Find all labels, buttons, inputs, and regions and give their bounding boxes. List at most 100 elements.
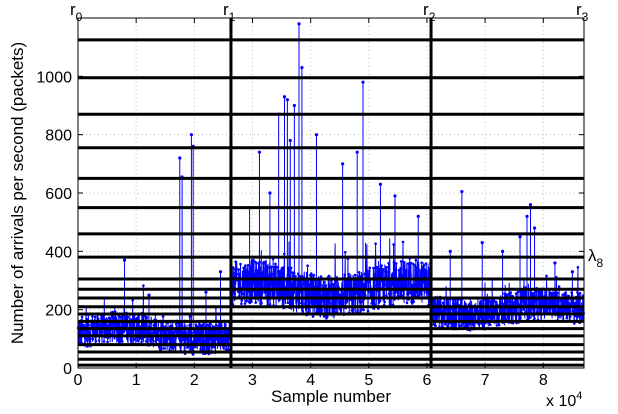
data-point: [287, 291, 291, 294]
data-point: [208, 339, 211, 342]
data-point: [158, 345, 161, 349]
data-point: [413, 264, 417, 268]
data-point: [371, 301, 374, 304]
data-point: [420, 261, 424, 265]
data-point: [232, 272, 236, 275]
change-point-lines: [229, 18, 433, 368]
data-point: [241, 292, 244, 296]
data-point: [243, 283, 246, 286]
data-point: [349, 290, 352, 294]
data-point: [368, 269, 371, 273]
data-point: [551, 300, 555, 304]
data-point: [281, 292, 285, 296]
data-point: [416, 294, 420, 297]
data-point: [440, 310, 444, 313]
data-point: [102, 340, 106, 343]
data-point: [517, 303, 520, 306]
data-point: [384, 284, 388, 287]
data-point: [439, 301, 442, 304]
data-point: [492, 316, 495, 320]
y-axis-ticks: 0 200 400 600 800 1000: [36, 69, 584, 378]
data-point: [304, 280, 308, 284]
data-point: [523, 294, 527, 297]
data-point: [261, 271, 265, 274]
level-annotation: λ8: [588, 246, 604, 270]
data-point: [570, 270, 574, 274]
data-point: [403, 284, 407, 288]
data-point: [183, 340, 186, 344]
data-point: [327, 274, 331, 278]
data-point: [557, 285, 561, 288]
change-point-subscript: 0: [76, 10, 83, 24]
data-point: [224, 323, 227, 327]
data-point: [137, 314, 140, 318]
data-point: [126, 316, 130, 319]
data-point: [385, 294, 388, 298]
data-point: [286, 301, 290, 305]
data-point: [198, 337, 202, 341]
data-point: [568, 315, 572, 319]
data-point: [82, 324, 86, 327]
data-point: [313, 301, 317, 305]
data-point: [556, 291, 559, 295]
data-point: [240, 299, 244, 302]
data-point: [222, 330, 225, 333]
data-point: [131, 299, 134, 302]
data-point: [365, 273, 369, 276]
x-tick-label: 8: [539, 372, 548, 389]
data-point: [365, 269, 369, 272]
data-point: [321, 294, 324, 297]
data-point: [518, 235, 522, 239]
data-point: [557, 300, 560, 303]
data-point: [266, 264, 269, 268]
data-point: [292, 103, 296, 108]
data-point: [484, 301, 488, 305]
data-point: [396, 280, 400, 283]
data-point: [401, 240, 405, 244]
data-point: [488, 323, 492, 327]
data-point: [149, 338, 152, 342]
data-point: [140, 340, 143, 344]
data-point: [357, 271, 361, 274]
data-point: [142, 284, 145, 287]
data-point: [221, 340, 225, 343]
data-point: [355, 150, 359, 154]
data-point: [185, 338, 189, 341]
data-point: [512, 301, 516, 304]
data-point: [375, 284, 378, 288]
data-point: [494, 309, 498, 312]
data-point: [99, 329, 102, 333]
data-point: [240, 302, 243, 306]
data-point: [406, 293, 409, 296]
data-point: [96, 317, 100, 321]
data-point: [310, 291, 313, 295]
data-point: [98, 323, 102, 326]
data-point: [503, 292, 506, 296]
data-point: [499, 308, 502, 312]
x-tick-label: 4: [306, 372, 315, 389]
data-point: [246, 264, 250, 267]
data-point: [495, 300, 498, 304]
data-point: [218, 270, 223, 274]
data-point: [303, 302, 307, 306]
data-point: [506, 300, 509, 303]
data-point: [141, 315, 144, 319]
x-tick-label: 2: [190, 372, 199, 389]
data-point: [94, 340, 98, 343]
data-point: [360, 290, 364, 294]
data-point: [538, 293, 541, 296]
change-point-letter: r: [70, 0, 76, 19]
data-point: [252, 282, 256, 285]
data-point: [578, 291, 582, 295]
change-point-label: r1: [223, 0, 236, 24]
change-point-subscript: 1: [229, 10, 236, 24]
data-point: [250, 263, 253, 266]
data-point: [193, 331, 197, 335]
data-point: [202, 322, 206, 326]
data-point: [465, 315, 469, 319]
data-point: [483, 315, 487, 318]
data-point: [434, 324, 437, 328]
data-point: [382, 269, 385, 273]
data-point: [400, 294, 403, 297]
